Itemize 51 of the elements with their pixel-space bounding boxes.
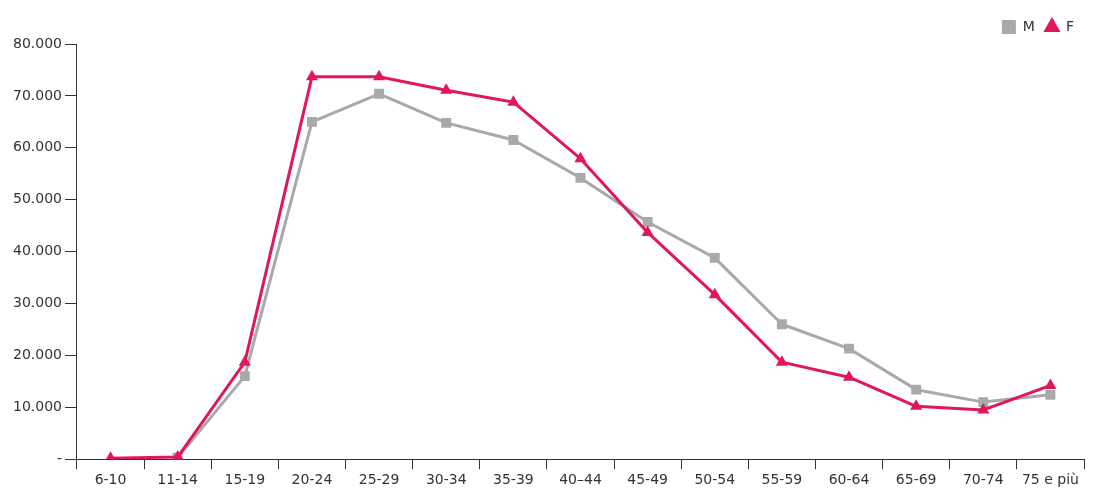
point <box>575 172 586 183</box>
y-tick-label: 20.000 <box>12 346 62 363</box>
y-tick-label: 50.000 <box>12 190 62 207</box>
point <box>844 343 854 354</box>
y-tick-label: 80.000 <box>12 34 62 51</box>
x-tick-label: 70-74 <box>962 471 1004 488</box>
point <box>440 83 453 94</box>
x-tick-label: 15-19 <box>224 471 266 488</box>
point <box>911 384 922 395</box>
x-tick-label: 75 e più <box>1021 471 1079 488</box>
point <box>775 355 788 366</box>
x-tick-label: 35-39 <box>493 471 534 488</box>
point <box>574 151 587 163</box>
point <box>441 117 452 128</box>
y-tick-label: 70.000 <box>12 86 62 103</box>
x-tick-label: 65-69 <box>895 471 937 488</box>
point <box>642 217 653 227</box>
point <box>641 225 654 236</box>
point <box>305 69 319 81</box>
point <box>238 355 251 366</box>
x-tick-label: 60-64 <box>828 471 870 488</box>
point <box>239 371 250 382</box>
y-tick-label: 60.000 <box>12 138 62 155</box>
point <box>709 252 720 263</box>
point <box>910 399 923 410</box>
x-tick-label: 45-49 <box>627 471 668 488</box>
y-tick-label: 30.000 <box>12 294 62 311</box>
point <box>708 287 721 299</box>
legend-label: F <box>1065 17 1075 34</box>
x-tick-label: 25-29 <box>358 471 400 488</box>
point <box>1044 378 1057 389</box>
point <box>776 319 787 330</box>
point <box>374 88 385 99</box>
x-tick-label: 6-10 <box>94 471 127 488</box>
point <box>508 135 519 145</box>
legend-label: M <box>1022 17 1035 34</box>
y-tick-label: 10.000 <box>12 397 62 414</box>
x-tick-label: 55-59 <box>761 471 803 488</box>
point <box>307 116 317 127</box>
x-tick-label: 30-34 <box>425 471 467 488</box>
point <box>977 402 990 414</box>
point <box>507 95 520 106</box>
x-tick-label: 50-54 <box>694 471 736 488</box>
y-tick-label: - <box>56 449 62 466</box>
x-tick-label: 20-24 <box>291 471 333 488</box>
point <box>1045 389 1056 400</box>
point <box>842 370 856 381</box>
x-tick-label: 11-14 <box>157 471 199 488</box>
x-tick-label: 40–44 <box>559 471 602 488</box>
point <box>373 69 386 81</box>
y-tick-label: 40.000 <box>12 242 62 259</box>
